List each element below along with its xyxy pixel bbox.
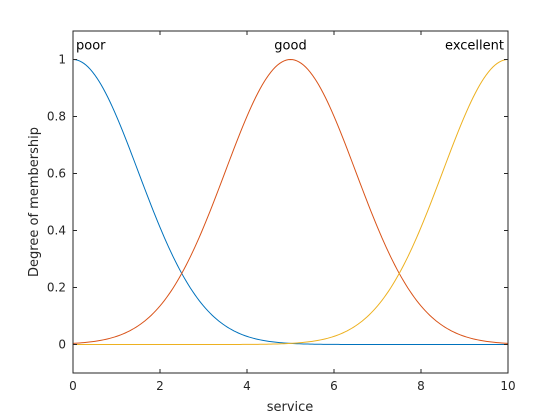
x-tick-label: 2 [156, 379, 164, 393]
series-label-excellent: excellent [445, 39, 504, 54]
series-curves [72, 58, 509, 345]
series-line-excellent [73, 59, 509, 345]
axis-ticks [72, 31, 509, 373]
x-tick-label: 10 [500, 379, 515, 393]
tick-labels: 0 2 4 6 8 10 0 0.2 0.4 0.6 0.8 1 [47, 53, 516, 394]
x-tick-label: 4 [243, 379, 251, 393]
y-tick-label: 0.8 [47, 110, 66, 124]
series-label-poor: poor [76, 39, 106, 54]
x-tick-label: 8 [417, 379, 425, 393]
y-tick-label: 0.2 [47, 281, 66, 295]
x-tick-label: 6 [330, 379, 338, 393]
y-axis-label: Degree of membership [27, 127, 42, 277]
y-tick-label: 0 [58, 338, 66, 352]
plot-area-box [72, 30, 509, 374]
y-tick-label: 0.6 [47, 167, 66, 181]
y-tick-label: 1 [58, 53, 66, 67]
series-line-good [72, 58, 509, 344]
series-line-poor [72, 59, 508, 345]
series-label-good: good [274, 39, 306, 54]
x-axis-label: service [267, 400, 314, 415]
series-labels: poor good excellent [76, 39, 504, 54]
x-tick-label: 0 [69, 379, 77, 393]
y-tick-label: 0.4 [47, 224, 66, 238]
